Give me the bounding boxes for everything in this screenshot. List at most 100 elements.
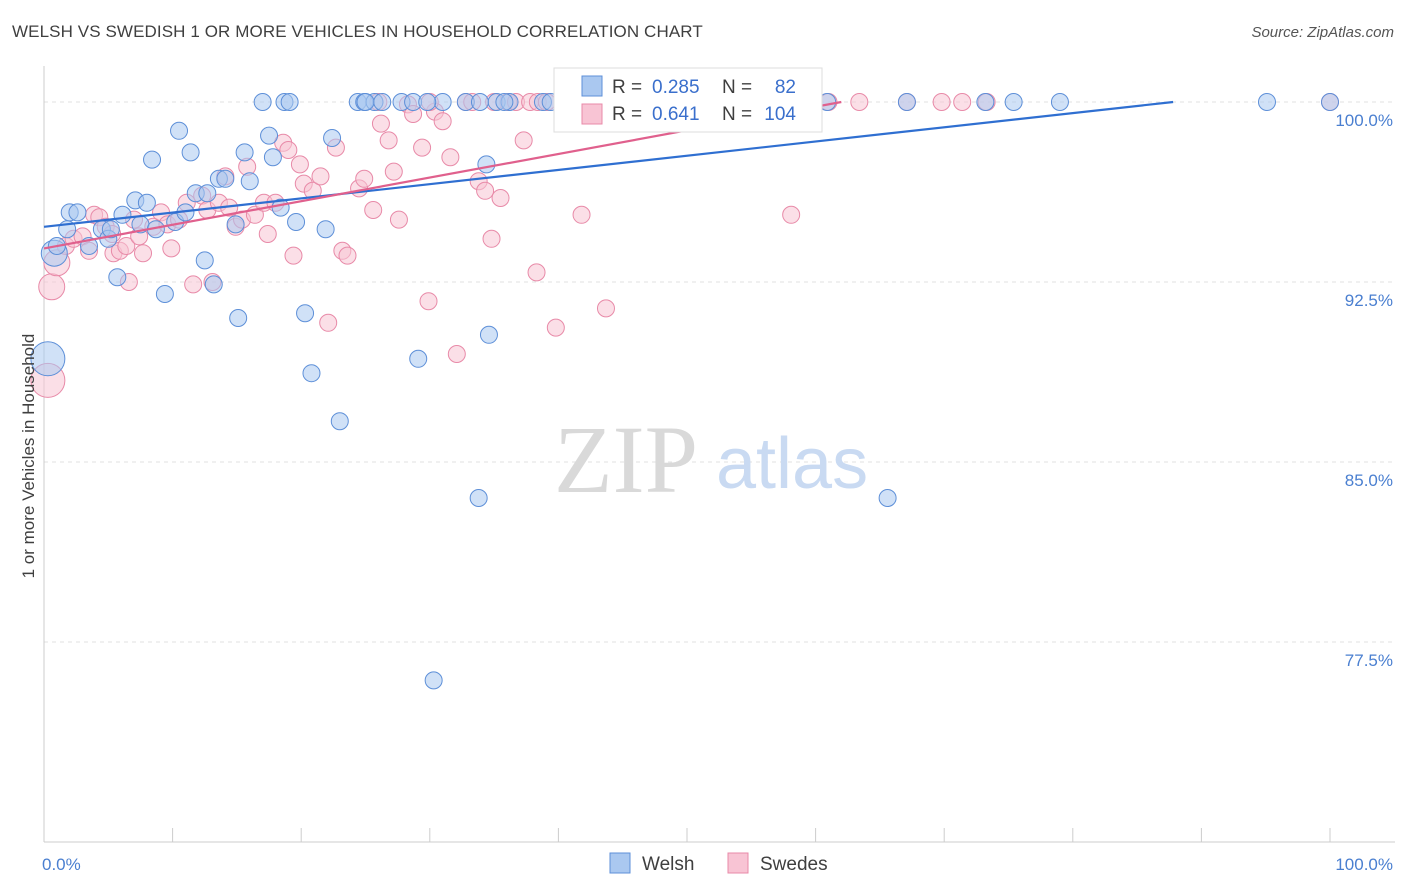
swedes-point — [572, 205, 591, 224]
legend-bottom-welsh-label: Welsh — [642, 854, 694, 875]
swedes-point — [596, 299, 615, 318]
welsh-point — [204, 275, 223, 294]
welsh-points — [30, 93, 1339, 690]
welsh-point — [263, 148, 282, 167]
swedes-point — [184, 275, 203, 294]
welsh-point — [477, 155, 496, 174]
swedes-point — [364, 201, 383, 219]
welsh-point — [30, 341, 66, 377]
welsh-point — [137, 193, 156, 212]
chart-title: WELSH VS SWEDISH 1 OR MORE VEHICLES IN H… — [12, 22, 703, 41]
welsh-point — [479, 325, 498, 344]
swedes-point — [527, 263, 546, 282]
legend-swedes-r-label: R = — [612, 104, 642, 125]
swedes-point — [482, 229, 501, 248]
welsh-point — [253, 93, 272, 111]
swedes-point — [38, 273, 66, 301]
welsh-point — [1257, 93, 1276, 111]
swedes-point — [850, 93, 869, 111]
tick-labels: 100.0% 92.5% 85.0% 77.5% 0.0% 100.0% — [42, 111, 1393, 874]
welsh-point — [143, 150, 162, 169]
welsh-point — [155, 285, 174, 303]
welsh-point — [170, 121, 189, 140]
legend-bottom-swedes-label: Swedes — [760, 854, 828, 875]
welsh-point — [68, 203, 87, 222]
swedes-point — [258, 225, 277, 243]
welsh-point — [418, 93, 437, 111]
legend-bottom-welsh-swatch — [609, 852, 631, 874]
swedes-point — [162, 239, 181, 258]
swedes-points — [30, 93, 1339, 398]
y-tick-label: 85.0% — [1345, 471, 1393, 490]
y-tick-label: 77.5% — [1345, 651, 1393, 670]
swedes-point — [379, 131, 398, 150]
welsh-point — [101, 220, 120, 239]
welsh-point — [1050, 93, 1069, 111]
swedes-point — [419, 292, 438, 311]
axes — [43, 66, 1395, 843]
welsh-point — [330, 412, 349, 431]
welsh-point — [470, 93, 489, 111]
watermark-atlas: atlas — [716, 424, 868, 504]
welsh-point — [216, 169, 235, 188]
welsh-point — [316, 220, 335, 239]
swedes-point — [117, 237, 136, 255]
welsh-point — [878, 489, 897, 507]
swedes-point — [953, 93, 972, 111]
legend-welsh-n-label: N = — [722, 77, 752, 98]
swedes-point — [413, 138, 432, 157]
welsh-point — [1321, 93, 1339, 111]
swedes-point — [441, 148, 460, 167]
welsh-point — [226, 215, 245, 234]
legend-welsh-r-label: R = — [612, 77, 642, 98]
welsh-point — [323, 129, 342, 147]
swedes-point — [284, 246, 303, 265]
swedes-point — [311, 167, 330, 186]
legend-series: Welsh Swedes — [609, 852, 828, 875]
legend-welsh-swatch — [581, 75, 603, 97]
swedes-point — [384, 162, 403, 181]
swedes-point — [338, 246, 357, 265]
welsh-point — [195, 251, 214, 270]
legend-welsh-n-value: 82 — [775, 77, 796, 98]
welsh-point — [240, 172, 259, 191]
x-tick-label: 0.0% — [42, 855, 81, 874]
welsh-point — [409, 349, 428, 368]
welsh-point — [181, 143, 200, 162]
swedes-point — [371, 114, 390, 133]
welsh-point — [235, 143, 254, 162]
welsh-point — [108, 268, 127, 287]
swedes-point — [319, 313, 338, 332]
swedes-point — [932, 93, 951, 111]
swedes-point — [355, 169, 374, 188]
legend-swedes-n-value: 104 — [764, 104, 796, 125]
welsh-point — [260, 126, 279, 145]
welsh-point — [1004, 93, 1023, 111]
legend-bottom-swedes-swatch — [727, 852, 749, 874]
watermark-zip: ZIP — [554, 406, 698, 513]
welsh-point — [229, 309, 248, 327]
swedes-point — [134, 244, 153, 263]
legend-swedes-swatch — [581, 103, 603, 125]
swedes-point — [389, 210, 408, 229]
legend-swedes-n-label: N = — [722, 104, 752, 125]
welsh-trendline — [43, 100, 1174, 228]
swedes-point — [476, 181, 495, 200]
swedes-point — [491, 189, 510, 207]
x-tick-label: 100.0% — [1335, 855, 1393, 874]
swedes-point — [514, 131, 533, 150]
swedes-point — [290, 155, 309, 174]
legend-welsh-r-value: 0.285 — [652, 77, 700, 98]
welsh-point — [469, 489, 488, 507]
swedes-point — [433, 112, 452, 131]
swedes-point — [279, 141, 298, 159]
swedes-point — [546, 318, 565, 337]
welsh-point — [296, 304, 315, 323]
welsh-point — [976, 93, 995, 111]
welsh-point — [897, 93, 916, 111]
welsh-point — [495, 93, 514, 111]
welsh-point — [433, 93, 452, 111]
swedes-point — [782, 205, 801, 224]
chart-source: Source: ZipAtlas.com — [1251, 24, 1394, 41]
